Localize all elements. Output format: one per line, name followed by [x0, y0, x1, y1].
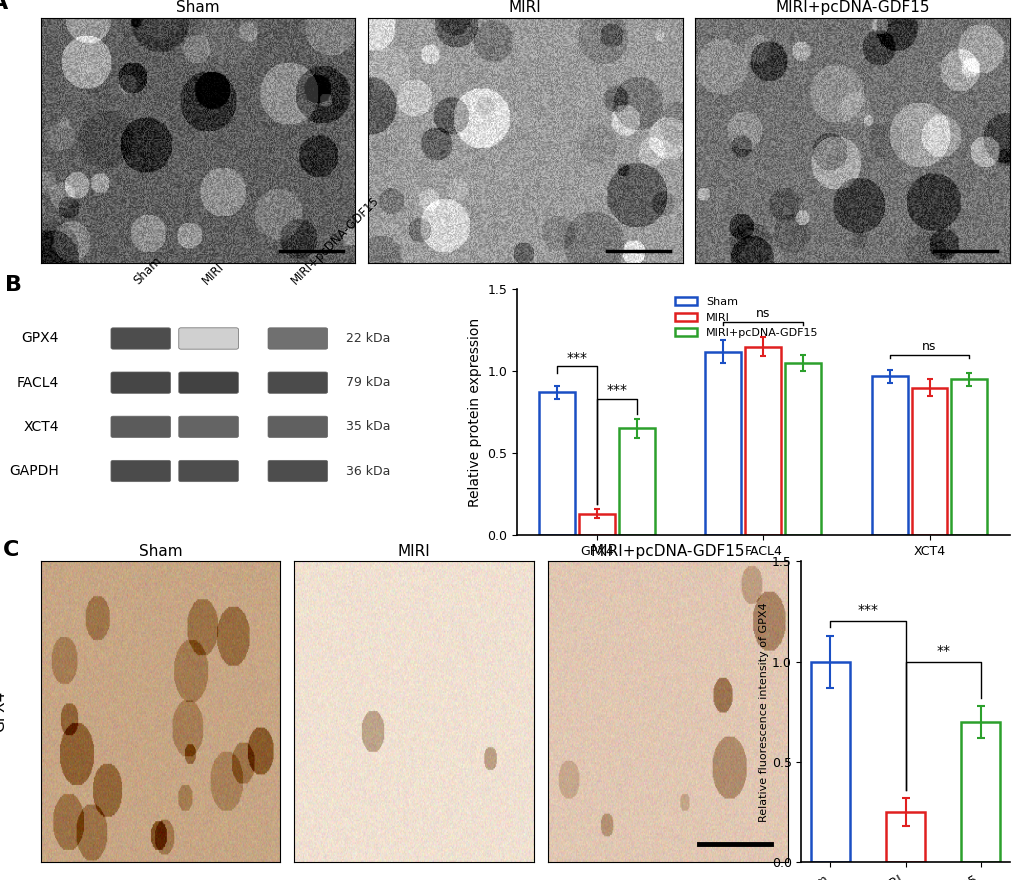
Title: MIRI: MIRI: [397, 544, 430, 559]
Text: GPX4: GPX4: [21, 332, 59, 346]
Title: MIRI+pcDNA-GDF15: MIRI+pcDNA-GDF15: [590, 544, 744, 559]
Text: 36 kDa: 36 kDa: [345, 465, 390, 478]
Text: ***: ***: [606, 384, 627, 398]
Bar: [911, 387, 947, 535]
Title: MIRI: MIRI: [508, 0, 541, 15]
Bar: [785, 363, 820, 535]
Bar: [886, 812, 924, 862]
Bar: [539, 392, 575, 535]
Y-axis label: Relative protein expression: Relative protein expression: [467, 318, 481, 507]
Text: 35 kDa: 35 kDa: [345, 421, 390, 433]
FancyBboxPatch shape: [111, 460, 170, 481]
Text: MIRI+pcDNA-GDF15: MIRI+pcDNA-GDF15: [288, 194, 381, 287]
Text: B: B: [5, 275, 22, 295]
Text: ns: ns: [921, 341, 935, 353]
Text: GPX4: GPX4: [0, 691, 7, 732]
Bar: [705, 352, 741, 535]
FancyBboxPatch shape: [268, 416, 327, 437]
Bar: [951, 379, 986, 535]
FancyBboxPatch shape: [268, 372, 327, 393]
Bar: [960, 722, 1000, 862]
FancyBboxPatch shape: [178, 328, 238, 349]
Text: **: **: [935, 643, 950, 657]
FancyBboxPatch shape: [111, 372, 170, 393]
Bar: [579, 514, 614, 535]
Title: Sham: Sham: [139, 544, 182, 559]
Text: FACL4: FACL4: [16, 376, 59, 390]
FancyBboxPatch shape: [268, 460, 327, 481]
Text: XCT4: XCT4: [23, 420, 59, 434]
FancyBboxPatch shape: [111, 328, 170, 349]
Text: MIRI: MIRI: [199, 260, 226, 287]
Text: 79 kDa: 79 kDa: [345, 376, 390, 389]
Title: MIRI+pcDNA-GDF15: MIRI+pcDNA-GDF15: [774, 0, 929, 15]
Text: A: A: [0, 0, 8, 13]
Text: ***: ***: [857, 604, 877, 618]
FancyBboxPatch shape: [178, 416, 238, 437]
Text: 22 kDa: 22 kDa: [345, 332, 390, 345]
FancyBboxPatch shape: [111, 416, 170, 437]
Text: GAPDH: GAPDH: [9, 464, 59, 478]
Bar: [810, 662, 849, 862]
Text: Sham: Sham: [131, 254, 164, 287]
Text: ns: ns: [755, 307, 769, 320]
FancyBboxPatch shape: [178, 372, 238, 393]
FancyBboxPatch shape: [268, 328, 327, 349]
Legend: Sham, MIRI, MIRI+pcDNA-GDF15: Sham, MIRI, MIRI+pcDNA-GDF15: [669, 292, 822, 342]
Y-axis label: Relative fluorescence intensity of GPX4: Relative fluorescence intensity of GPX4: [758, 602, 768, 822]
FancyBboxPatch shape: [178, 460, 238, 481]
Text: C: C: [2, 540, 18, 561]
Bar: [871, 376, 907, 535]
Text: ***: ***: [567, 350, 587, 364]
Bar: [745, 347, 781, 535]
Bar: [619, 429, 654, 535]
Title: Sham: Sham: [176, 0, 220, 15]
